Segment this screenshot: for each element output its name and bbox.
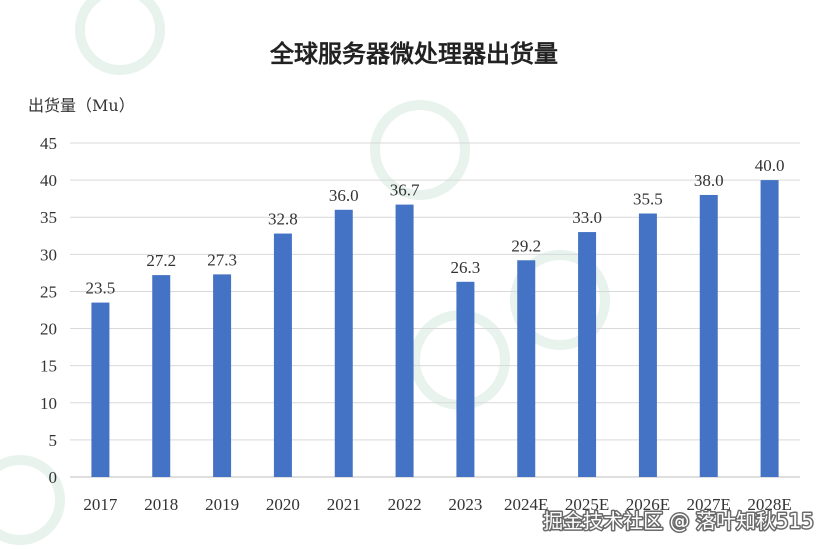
bar-2026E [638, 213, 657, 477]
y-tick-label: 0 [49, 468, 58, 487]
y-tick-label: 35 [40, 208, 57, 227]
y-tick-label: 15 [40, 357, 57, 376]
x-tick-label-2021: 2021 [327, 495, 361, 514]
x-tick-label-2019: 2019 [205, 495, 239, 514]
y-tick-label: 10 [40, 394, 57, 413]
data-labels: 23.5 27.2 27.3 32.8 36.0 36.7 26.3 29.2 33.0 35.5… [86, 156, 785, 297]
y-tick-label: 45 [40, 134, 57, 153]
gridlines [70, 142, 800, 478]
bar-2027E [699, 194, 718, 477]
data-label-2022: 36.7 [390, 181, 420, 200]
x-tick-label-2028E: 2028E [747, 495, 791, 514]
data-label-2024E: 29.2 [511, 236, 541, 255]
chart-title: 全球服务器微处理器出货量 [269, 39, 558, 68]
x-tick-label-2017: 2017 [83, 495, 118, 514]
y-axis-ticks: 0 5 10 15 20 25 30 35 40 45 [40, 134, 57, 487]
x-tick-label-2025E: 2025E [565, 495, 609, 514]
y-tick-label: 25 [40, 282, 57, 301]
data-label-2025E: 33.0 [572, 208, 602, 227]
x-tick-label-2024E: 2024E [504, 495, 548, 514]
data-label-2018: 27.2 [146, 251, 176, 270]
bar-2022 [395, 204, 414, 478]
data-label-2021: 36.0 [329, 186, 359, 205]
data-label-2017: 23.5 [86, 279, 116, 298]
data-label-2023: 26.3 [451, 258, 481, 277]
y-tick-label: 20 [40, 320, 57, 339]
bar-2019 [213, 274, 232, 477]
x-tick-label-2020: 2020 [266, 495, 300, 514]
watermark: 掘金技术社区 @ 落叶知秋515 [543, 509, 814, 533]
data-label-2027E: 38.0 [694, 171, 724, 190]
x-tick-label-2027E: 2027E [687, 495, 731, 514]
x-axis-ticks: 2017 2018 2019 2020 2021 2022 2023 2024E 2025E 20… [83, 495, 791, 514]
bar-2018 [152, 275, 171, 477]
data-label-2020: 32.8 [268, 210, 298, 229]
data-label-2026E: 35.5 [633, 190, 663, 209]
x-tick-label-2023: 2023 [448, 495, 482, 514]
bar-2028E [760, 180, 779, 477]
bar-2025E [578, 232, 597, 477]
x-tick-label-2022: 2022 [388, 495, 422, 514]
x-tick-label-2026E: 2026E [626, 495, 670, 514]
x-tick-label-2018: 2018 [144, 495, 178, 514]
y-tick-label: 30 [40, 245, 57, 264]
bar-2021 [334, 209, 353, 478]
bar-2020 [273, 233, 292, 477]
y-tick-label: 5 [49, 431, 58, 450]
bar-2017 [91, 302, 110, 477]
background-watermark-logos [0, 0, 610, 545]
y-axis-label: 出货量（Mu） [28, 96, 135, 115]
bar-2023 [456, 281, 475, 477]
y-tick-label: 40 [40, 171, 57, 190]
bars [91, 180, 779, 478]
bar-2024E [517, 260, 536, 477]
data-label-2019: 27.3 [207, 250, 237, 269]
data-label-2028E: 40.0 [755, 156, 785, 175]
